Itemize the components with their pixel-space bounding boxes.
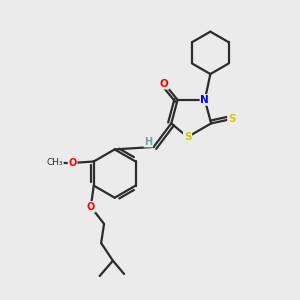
- Text: O: O: [160, 79, 169, 89]
- Text: H: H: [144, 136, 152, 147]
- Text: N: N: [200, 95, 209, 105]
- Text: O: O: [68, 158, 77, 168]
- Text: CH₃: CH₃: [46, 158, 63, 167]
- Text: S: S: [184, 132, 191, 142]
- Text: S: S: [228, 114, 236, 124]
- Text: O: O: [87, 202, 95, 212]
